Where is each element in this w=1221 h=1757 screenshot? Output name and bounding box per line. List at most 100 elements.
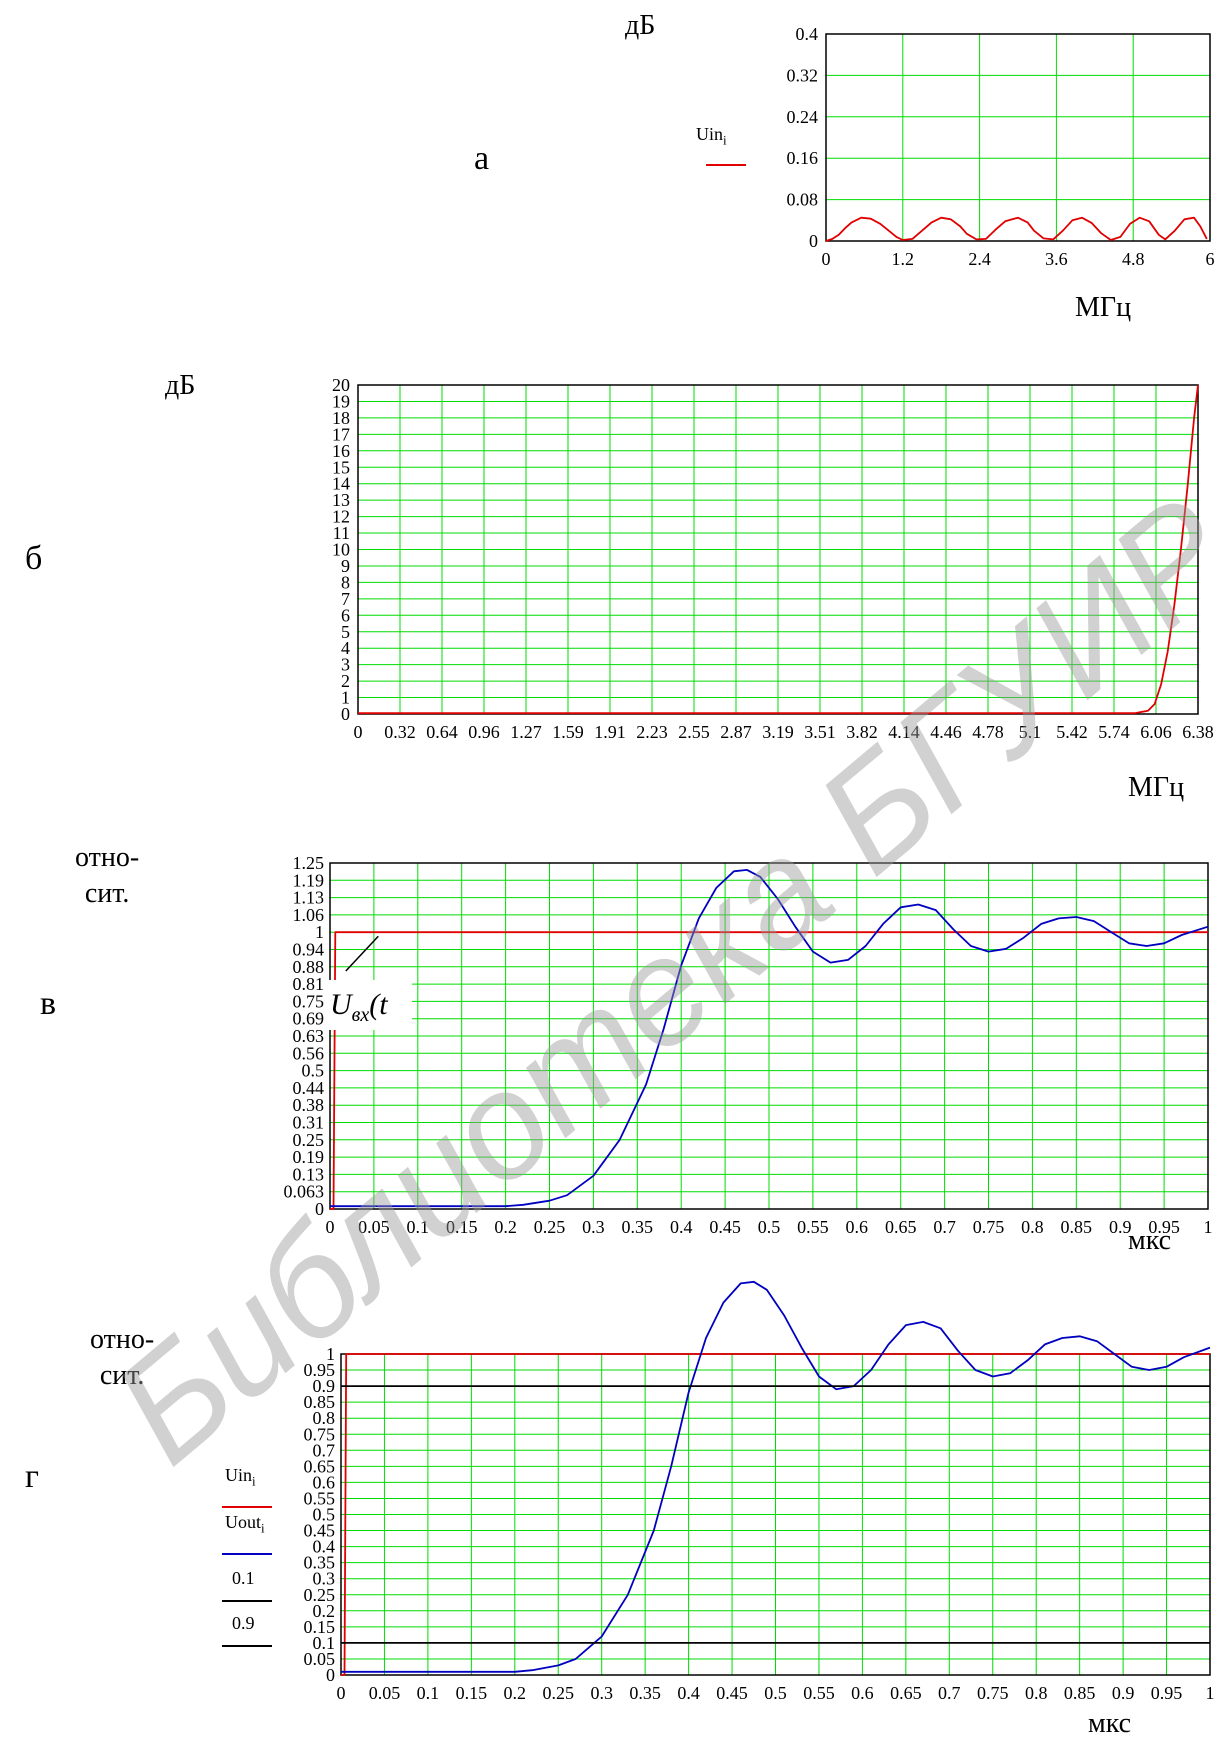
chart-g-x-tick-label: 0.9 (1112, 1683, 1135, 1703)
chart-v-x-tick-label: 0 (326, 1217, 335, 1237)
chart-v-y-tick-label: 1.19 (293, 870, 325, 890)
chart-v-x-tick-label: 0.85 (1061, 1217, 1093, 1237)
chart-g-y-tick-label: 0.3 (313, 1569, 336, 1589)
chart-v-series-line-0 (330, 931, 1208, 1210)
chart-b-y-tick-label: 4 (341, 638, 350, 658)
chart-v-y-tick-label: 0.13 (293, 1164, 325, 1184)
chart-b-y-tick-label: 3 (341, 655, 350, 675)
chart-a-y-unit: дБ (625, 10, 656, 41)
chart-v-x-unit: мкс (1128, 1225, 1172, 1256)
chart-g-legend-uin-label: Uini (225, 1465, 256, 1489)
chart-b-y-tick-label: 1 (341, 688, 350, 708)
chart-b-x-tick-label: 4.78 (972, 722, 1004, 742)
chart-g-x-tick-label: 0.8 (1025, 1683, 1048, 1703)
chart-v-y-tick-label: 1 (315, 922, 324, 942)
chart-v-y-tick-label: 0.88 (293, 957, 325, 977)
chart-g-x-unit: мкс (1088, 1708, 1132, 1739)
chart-g-y-tick-label: 0.55 (304, 1488, 336, 1508)
chart-g-y-tick-label: 0.35 (304, 1553, 336, 1573)
chart-g-x-tick-label: 0.45 (716, 1683, 748, 1703)
chart-g-legend-09-label: 0.9 (232, 1613, 255, 1633)
chart-g-legend-uout-label: Uouti (225, 1512, 265, 1536)
chart-v-y-tick-label: 0.25 (293, 1130, 325, 1150)
chart-v-y-tick-label: 0.63 (293, 1026, 325, 1046)
chart-b-x-tick-label: 5.42 (1056, 722, 1088, 742)
panel-letter-g: г (25, 1458, 39, 1495)
chart-b-y-tick-label: 2 (341, 671, 350, 691)
chart-b-x-tick-label: 6.38 (1182, 722, 1214, 742)
panel-letter-a: а (474, 140, 490, 177)
chart-v-y-tick-label: 0.38 (293, 1095, 325, 1115)
chart-v-x-tick-label: 0.6 (846, 1217, 869, 1237)
chart-g-x-tick-label: 0.25 (543, 1683, 575, 1703)
chart-b-x-tick-label: 4.14 (888, 722, 920, 742)
chart-a-x-tick-label: 6 (1206, 249, 1215, 269)
chart-v-y-tick-label: 1.13 (293, 888, 325, 908)
chart-v-y-tick-label: 0.81 (293, 974, 325, 994)
chart-g-y-tick-label: 0.8 (313, 1408, 336, 1428)
chart-v-y-tick-label: 0.5 (302, 1061, 325, 1081)
chart-g-x-tick-label: 0.7 (938, 1683, 961, 1703)
chart-a-frame (825, 33, 1211, 242)
chart-v-x-tick-label: 0.75 (973, 1217, 1005, 1237)
chart-g-y-tick-label: 0.65 (304, 1456, 336, 1476)
chart-a-y-tick-label: 0 (809, 231, 818, 251)
chart-b-y-tick-label: 10 (332, 540, 350, 560)
chart-g-x-tick-label: 0.15 (456, 1683, 488, 1703)
chart-b-y-tick-label: 11 (333, 523, 350, 543)
chart-a-x-tick-label: 0 (822, 249, 831, 269)
chart-g-x-tick-label: 0.2 (504, 1683, 527, 1703)
chart-v-x-tick-label: 0.9 (1109, 1217, 1132, 1237)
chart-g-y-tick-label: 0.45 (304, 1521, 336, 1541)
chart-a-y-tick-label: 0.08 (787, 190, 819, 210)
chart-g-y-tick-label: 0.1 (313, 1633, 336, 1653)
panel-letter-v: в (40, 985, 57, 1022)
chart-b-y-tick-label: 17 (332, 424, 350, 444)
chart-g-legend-09-line (222, 1645, 272, 1647)
chart-v-x-tick-label: 0.45 (709, 1217, 741, 1237)
chart-g-y-tick-label: 0.9 (313, 1376, 336, 1396)
chart-b-y-tick-label: 0 (341, 704, 350, 724)
chart-g-x-tick-label: 0.65 (890, 1683, 922, 1703)
chart-b-y-tick-label: 5 (341, 622, 350, 642)
chart-b-x-tick-label: 2.23 (636, 722, 668, 742)
chart-b-y-tick-label: 20 (332, 375, 350, 395)
chart-v-y-tick-label: 0.56 (293, 1043, 325, 1063)
chart-v-y-tick-label: 1.06 (293, 905, 325, 925)
chart-b-x-tick-label: 6.06 (1140, 722, 1172, 742)
chart-a-y-tick-label: 0.32 (787, 65, 819, 85)
chart-g-y-tick-label: 0 (326, 1665, 335, 1685)
chart-a-series-line-0 (825, 216, 1208, 242)
chart-g-x-tick-label: 0 (337, 1683, 346, 1703)
chart-g-legend-uout-line (222, 1553, 272, 1555)
chart-g-y-tick-label: 1 (326, 1344, 335, 1364)
chart-a-y-tick-label: 0.16 (787, 148, 819, 168)
chart-v-x-tick-label: 0.25 (534, 1217, 566, 1237)
chart-b-y-tick-label: 13 (332, 490, 350, 510)
chart-g-legend-01-label: 0.1 (232, 1568, 255, 1588)
chart-b-x-tick-label: 0 (354, 722, 363, 742)
chart-g-y-tick-label: 0.2 (313, 1601, 336, 1621)
chart-g-x-tick-label: 0.4 (677, 1683, 700, 1703)
chart-v-x-tick-label: 0.15 (446, 1217, 478, 1237)
chart-b-x-tick-label: 3.82 (846, 722, 878, 742)
chart-b-x-tick-label: 2.55 (678, 722, 710, 742)
chart-b-y-tick-label: 18 (332, 408, 350, 428)
chart-a-x-tick-label: 1.2 (892, 249, 915, 269)
chart-b-y-tick-label: 14 (332, 474, 350, 494)
chart-b-x-tick-label: 0.64 (426, 722, 458, 742)
chart-g-x-tick-label: 0.35 (629, 1683, 661, 1703)
chart-g-x-tick-label: 0.75 (977, 1683, 1009, 1703)
chart-v-y-unit: отно- сит. (75, 842, 140, 909)
chart-b-y-tick-label: 7 (341, 589, 350, 609)
chart-v-y-tick-label: 0.063 (284, 1182, 325, 1202)
chart-b-y-tick-label: 15 (332, 457, 350, 477)
chart-b-x-tick-label: 5.1 (1019, 722, 1042, 742)
chart-b-x-unit: МГц (1128, 772, 1185, 803)
chart-v-x-tick-label: 0.05 (358, 1217, 390, 1237)
chart-g-y-tick-label: 0.25 (304, 1585, 336, 1605)
chart-g-y-tick-label: 0.75 (304, 1424, 336, 1444)
chart-g-legend-01-line (222, 1600, 272, 1602)
chart-v-y-tick-label: 1.25 (293, 853, 325, 873)
